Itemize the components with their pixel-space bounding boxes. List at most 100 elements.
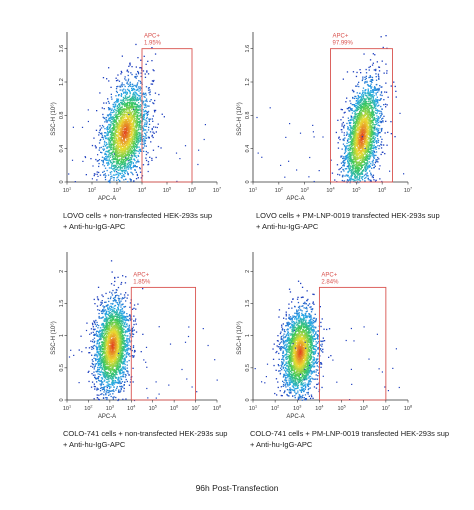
event-dot (367, 89, 369, 91)
event-dot (145, 120, 147, 122)
event-dot (363, 148, 365, 150)
event-dot (140, 72, 142, 74)
event-dot (363, 121, 365, 123)
event-dot (114, 101, 117, 103)
event-dot (134, 137, 137, 139)
event-dot (356, 150, 358, 152)
event-dot (331, 172, 334, 174)
event-dot (122, 116, 124, 118)
event-dot (125, 120, 128, 122)
event-dot (142, 101, 144, 104)
event-dot (128, 125, 130, 127)
event-dot (360, 150, 362, 152)
event-dot (123, 121, 125, 123)
event-dot (374, 103, 376, 105)
event-dot (354, 153, 356, 155)
event-dot (348, 163, 351, 165)
event-dot (81, 126, 84, 128)
event-dot (126, 121, 128, 123)
event-dot (127, 117, 129, 119)
event-dot (135, 127, 138, 129)
event-dot (136, 141, 138, 143)
event-dot (367, 175, 369, 177)
event-dot (372, 159, 374, 161)
event-dot (371, 116, 373, 118)
event-dot (373, 149, 375, 151)
event-dot (129, 125, 131, 127)
event-dot (127, 157, 129, 159)
event-dot (124, 102, 126, 104)
event-dot (364, 99, 367, 101)
event-dot (127, 140, 129, 143)
event-dot (105, 120, 107, 122)
event-dot (353, 116, 355, 118)
event-dot (96, 171, 98, 173)
event-dot (368, 147, 370, 149)
event-dot (147, 87, 150, 89)
event-dot (371, 131, 373, 133)
event-dot (368, 122, 370, 124)
event-dot (360, 168, 362, 170)
event-dot (127, 96, 129, 99)
event-dot (112, 157, 114, 160)
event-dot (135, 85, 137, 87)
event-dot (348, 162, 351, 164)
event-dot (120, 153, 122, 156)
event-dot (377, 88, 379, 91)
event-dot (123, 140, 125, 142)
event-dot (110, 124, 112, 126)
event-dot (114, 148, 116, 150)
event-dot (137, 138, 139, 141)
event-dot (135, 152, 137, 154)
event-dot (121, 140, 124, 142)
event-dot (108, 67, 110, 69)
event-dot (369, 139, 371, 141)
event-dot (126, 99, 128, 101)
event-dot (119, 180, 121, 182)
event-dot (356, 116, 358, 118)
event-dot (126, 138, 128, 141)
event-dot (361, 94, 363, 96)
event-dot (364, 81, 366, 83)
event-dot (150, 83, 152, 85)
event-dot (107, 162, 109, 165)
event-dot (356, 142, 358, 144)
event-dot (365, 119, 367, 122)
event-dot (342, 121, 344, 124)
event-dot (150, 99, 152, 101)
event-dot (344, 162, 346, 164)
event-dot (339, 174, 341, 176)
event-dot (377, 73, 380, 75)
event-dot (366, 132, 369, 134)
event-dot (85, 174, 87, 176)
event-dot (134, 164, 136, 167)
event-dot (129, 114, 131, 116)
event-dot (107, 161, 110, 163)
event-dot (372, 122, 374, 124)
event-dot (136, 126, 138, 128)
event-dot (115, 115, 117, 117)
event-dot (132, 128, 134, 130)
event-dot (385, 91, 388, 93)
event-dot (128, 151, 130, 153)
event-dot (108, 102, 110, 104)
event-dot (353, 162, 355, 164)
event-dot (372, 111, 374, 113)
event-dot (381, 118, 383, 120)
event-dot (128, 98, 131, 101)
event-dot (123, 88, 125, 90)
event-dot (370, 179, 372, 181)
event-dot (120, 137, 123, 139)
event-dot (378, 110, 380, 112)
event-dot (376, 110, 379, 112)
event-dot (99, 147, 101, 149)
event-dot (136, 84, 138, 86)
event-dot (126, 145, 128, 148)
event-dot (138, 117, 140, 120)
event-dot (112, 129, 114, 131)
event-dot (131, 97, 134, 99)
event-dot (368, 76, 370, 79)
event-dot (134, 146, 136, 148)
event-dot (136, 144, 138, 146)
event-dot (358, 112, 360, 115)
